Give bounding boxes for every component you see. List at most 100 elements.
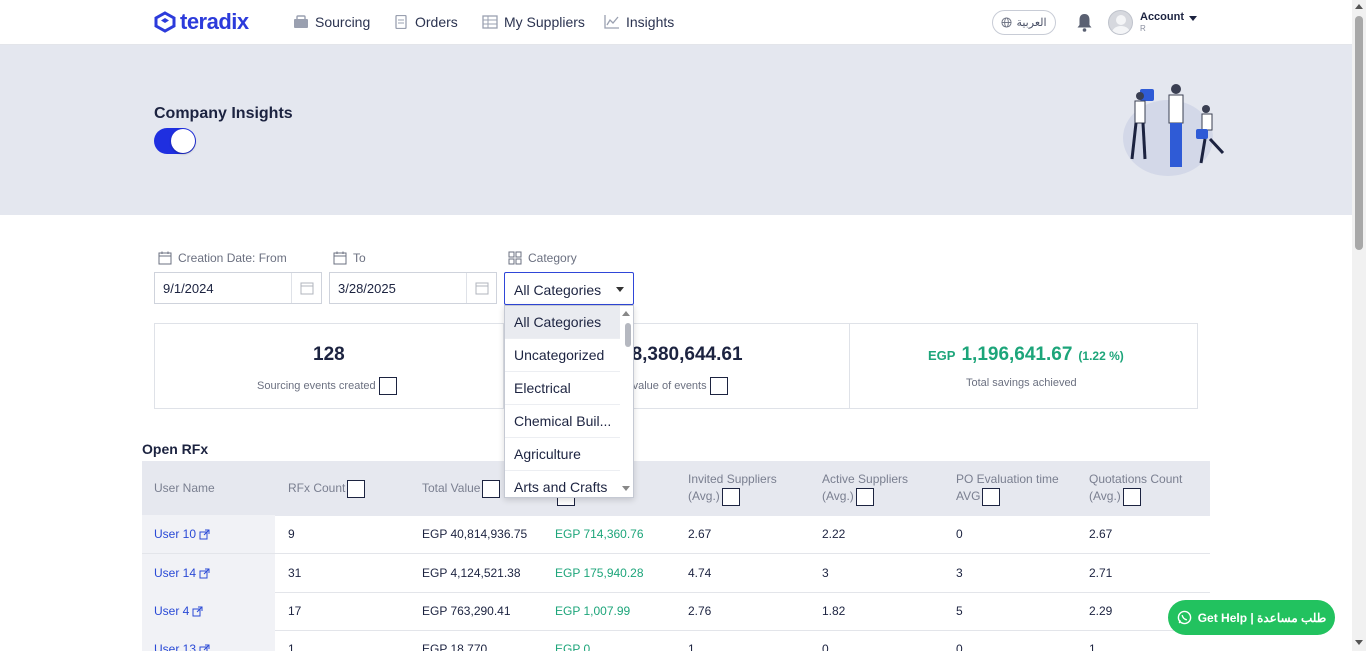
rfx-count: 9 [288,527,295,541]
page-title: Company Insights [154,105,293,122]
stat-divider [849,324,850,408]
scroll-up-arrow-icon[interactable] [1355,4,1363,9]
nav-my-suppliers[interactable]: My Suppliers [482,14,585,30]
user-link[interactable]: User 4 [154,604,203,618]
section-title-open-rfx: Open RFx [142,441,209,457]
user-link[interactable]: User 10 [154,527,210,541]
table-row: User 13 1 EGP 18,770 EGP 0 1 0 0 1 [142,630,1210,651]
row-user-cell [142,592,275,630]
from-date-label-text: Creation Date: From [178,251,287,265]
rfx-count: 31 [288,566,302,580]
active-suppliers: 2.22 [822,527,846,541]
scroll-up-arrow-icon[interactable] [622,311,630,316]
savings-percent: (1.22 %) [1078,349,1124,363]
events-created-value: 128 [313,344,345,365]
notification-bell-icon[interactable] [1076,13,1093,32]
savings-currency: EGP [928,348,956,363]
get-help-button[interactable]: Get Help | طلب مساعدة [1168,600,1335,635]
to-date-input[interactable]: 3/28/2025 [329,272,497,304]
user-link[interactable]: User 13 [154,642,210,651]
nav-insights[interactable]: Insights [604,14,674,30]
insights-toggle[interactable] [154,128,196,154]
logo-text: teradix [180,9,249,34]
language-label: العربية [1016,17,1047,29]
category-option[interactable]: Arts and Crafts [505,471,620,497]
hero-banner: Company Insights [0,45,1352,215]
total-value: EGP 18,770 [422,642,488,651]
events-created-label-text: Sourcing events created [257,380,376,392]
col-rfx-count-text: RFx Count [288,481,346,496]
col-total-value: Total Value [422,480,501,498]
category-select[interactable]: All Categories [504,272,634,305]
col-po-line2: AVG [956,489,981,504]
savings: EGP 175,940.28 [555,566,644,580]
account-sub-label: R [1140,24,1146,33]
from-date-input[interactable]: 9/1/2024 [154,272,322,304]
col-po-line1: PO Evaluation time [956,472,1059,486]
category-option[interactable]: Electrical [505,372,620,405]
chart-icon[interactable] [347,480,366,498]
account-label[interactable]: Account [1140,11,1184,23]
scroll-down-arrow-icon[interactable] [622,486,630,491]
col-invited-suppliers: Invited Suppliers (Avg.) [688,471,777,506]
category-option[interactable]: All Categories [505,306,620,339]
quotations-count: 1 [1089,642,1096,651]
category-dropdown-list[interactable]: All Categories Uncategorized Electrical … [504,305,634,498]
col-active-suppliers: Active Suppliers (Avg.) [822,471,908,506]
account-chevron-down-icon[interactable] [1189,16,1197,21]
nav-my-suppliers-label: My Suppliers [504,14,585,30]
nav-orders[interactable]: Orders [393,14,458,30]
savings-value-block: EGP 1,196,641.67 (1.22 %) [928,344,1124,366]
category-option[interactable]: Uncategorized [505,339,620,372]
category-option[interactable]: Agriculture [505,438,620,471]
teradix-logo[interactable]: teradix [154,9,249,35]
chart-icon[interactable] [982,488,1001,506]
user-name: User 10 [154,527,197,541]
chart-icon[interactable] [709,377,728,395]
to-date-picker-button[interactable] [466,273,496,303]
user-link[interactable]: User 14 [154,566,210,580]
page-scrollbar[interactable] [1352,0,1366,651]
po-evaluation: 0 [956,642,963,651]
quotations-count: 2.29 [1089,604,1113,618]
col-total-value-text: Total Value [422,481,481,496]
col-quotes-line2: (Avg.) [1089,489,1121,504]
chart-icon[interactable] [378,377,397,395]
col-invited-line2: (Avg.) [688,489,720,504]
total-value: EGP 4,124,521.38 [422,566,521,580]
to-date-label-text: To [353,251,366,265]
from-date-picker-button[interactable] [291,273,321,303]
chart-icon[interactable] [1122,488,1141,506]
calendar-icon [333,251,347,265]
po-evaluation: 0 [956,527,963,541]
stat-divider [503,324,504,408]
grid-icon [508,251,522,265]
col-rfx-count: RFx Count [288,480,366,498]
row-user-cell [142,630,275,651]
table-row: User 14 31 EGP 4,124,521.38 EGP 175,940.… [142,554,1210,593]
sourcing-icon [294,15,308,28]
total-value: EGP 763,290.41 [422,604,511,618]
total-value: EGP 40,814,936.75 [422,527,528,541]
table-header: User Name RFx Count Total Value vings In… [142,461,1210,516]
external-link-icon [199,644,210,651]
scroll-down-arrow-icon[interactable] [1355,640,1363,645]
rfx-count: 17 [288,604,302,618]
nav-sourcing[interactable]: Sourcing [293,14,370,30]
savings: EGP 714,360.76 [555,527,644,541]
page-scrollbar-thumb[interactable] [1355,16,1363,250]
external-link-icon [199,568,210,578]
avatar[interactable] [1108,10,1133,35]
active-suppliers: 0 [822,642,829,651]
active-suppliers: 1.82 [822,604,846,618]
to-date-label: To [333,251,366,265]
chart-icon[interactable] [855,488,874,506]
rfx-count: 1 [288,642,295,651]
external-link-icon [192,606,203,616]
chart-icon[interactable] [721,488,740,506]
chart-icon[interactable] [482,480,501,498]
category-option[interactable]: Chemical Buil... [505,405,620,438]
dropdown-scrollbar[interactable] [625,323,631,347]
invited-suppliers: 4.74 [688,566,712,580]
language-switch-button[interactable]: العربية [992,10,1056,35]
